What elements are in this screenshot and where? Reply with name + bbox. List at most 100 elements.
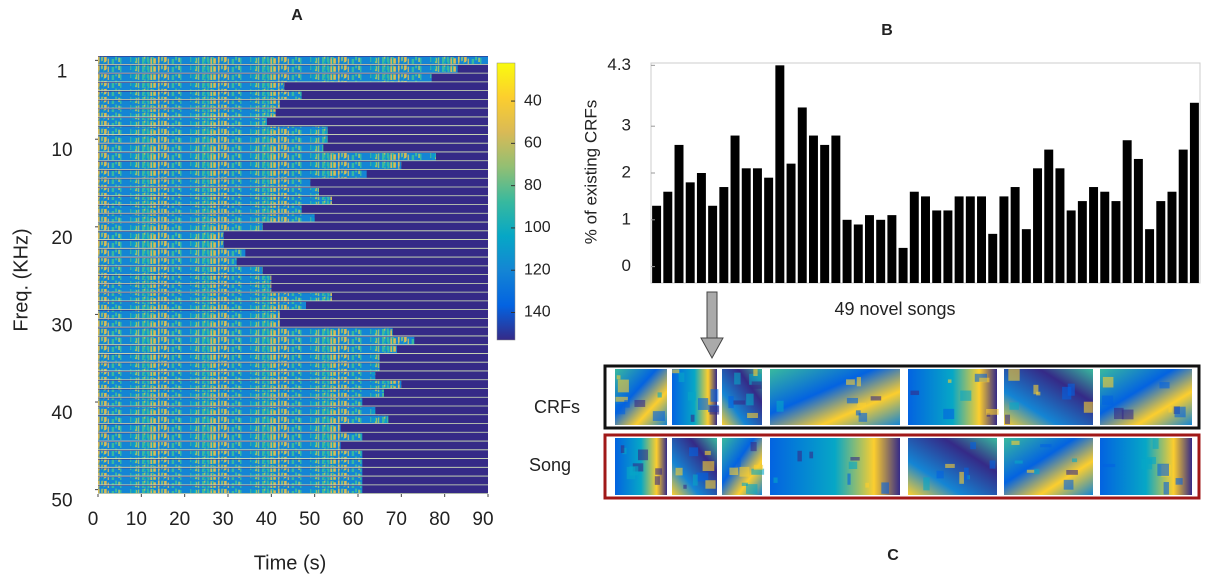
bar [1189,102,1199,283]
patch-frame [603,433,1201,500]
song-row [98,468,363,476]
song-row [98,126,328,135]
song-row [98,100,280,108]
song-row [98,485,363,494]
bar [696,173,706,283]
song-row [98,117,267,126]
spectrogram-patch [1004,438,1093,495]
bar [1167,191,1177,283]
bar [1178,149,1188,283]
song-row [98,345,397,354]
song-row [98,293,332,301]
song-row [98,152,436,161]
row-label: CRFs [534,397,580,417]
song-row [98,336,415,345]
song-row [98,74,432,82]
bar [820,144,830,283]
bar [1055,168,1065,283]
bar [921,196,930,283]
bar [1111,201,1121,283]
song-row [98,319,280,327]
song-row [98,389,384,397]
bar [719,187,729,283]
bar [797,107,807,284]
bar [943,210,953,283]
song-row [98,398,363,406]
x-axis-label: Time (s) [254,552,327,574]
y-tick-label: 20 [51,228,72,249]
bar [1077,201,1087,283]
song-row [98,196,332,205]
song-row [98,415,389,424]
spectrogram-patches [603,364,1201,500]
song-row [98,371,376,380]
bar [786,163,796,283]
song-row [98,161,402,170]
panel-title: C [887,547,899,564]
bar [708,205,718,283]
bar [730,135,740,283]
song-row [98,459,363,467]
y-tick-label: 0 [622,256,631,275]
song-row [98,477,363,485]
bar [909,191,919,283]
bar [965,196,975,283]
bar [674,144,684,283]
y-tick-label: 2 [622,162,631,181]
bar [1122,140,1132,283]
bar [685,182,695,283]
song-row [98,354,380,362]
bar [887,215,897,283]
x-tick-label: 20 [169,509,190,530]
bar [1066,210,1076,283]
bar [741,168,751,283]
bar [1100,191,1110,283]
y-axis-label: Freq. (KHz) [10,228,32,331]
song-row [98,240,224,248]
x-tick-label: 60 [342,509,363,530]
bar [876,219,886,283]
row-label: Song [529,455,571,475]
song-row [98,284,272,292]
panel-title: A [291,7,303,24]
bar [1145,229,1155,283]
song-row [98,407,376,415]
y-tick-label: 3 [622,116,631,135]
x-tick-label: 10 [126,509,147,530]
x-tick-label: 40 [256,509,277,530]
y-tick-label: 40 [51,403,72,424]
colorbar-tick-label: 100 [524,219,551,236]
bar [663,191,673,283]
patch-frame [603,364,1201,430]
song-row [98,144,324,152]
song-row [98,450,363,459]
bar [808,135,818,283]
y-tick-label: 30 [51,315,72,336]
song-row [98,310,280,318]
bar [1010,187,1020,283]
song-row [98,109,276,117]
bar [831,135,841,283]
song-row [98,231,224,240]
song-row [98,91,302,99]
y-tick-label: 1 [57,61,68,82]
song-row [98,442,341,450]
x-tick-label: 30 [212,509,233,530]
song-row [98,363,380,371]
colorbar-tick-label: 60 [524,135,542,152]
song-row [98,249,246,257]
bar [988,233,998,283]
y-axis-label: % of existing CRFs [581,100,600,245]
x-tick-label: 0 [88,509,99,530]
bar [752,168,762,283]
bar [853,224,863,283]
colorbar [496,62,516,341]
colorbar-tick-label: 40 [524,92,542,109]
bar [932,210,942,283]
bar [1133,158,1143,283]
bar [977,196,987,283]
y-tick-label: 1 [622,209,631,228]
bar [842,219,852,283]
song-row [98,135,328,143]
